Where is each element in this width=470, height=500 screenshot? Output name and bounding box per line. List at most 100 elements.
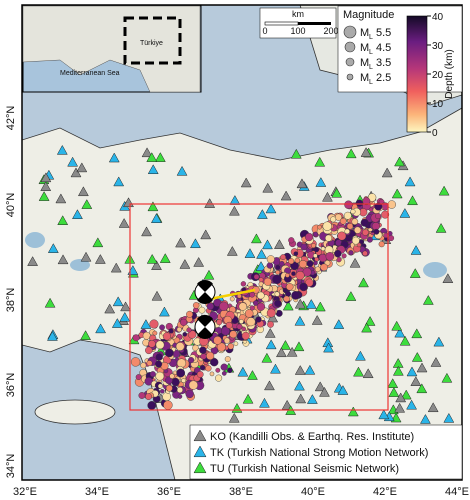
lat-label: 40°N	[5, 193, 17, 218]
station	[311, 314, 323, 325]
earthquake	[155, 340, 165, 350]
earthquake	[249, 305, 255, 311]
station	[349, 257, 361, 268]
station	[404, 176, 416, 187]
earthquake	[266, 262, 274, 269]
earthquake	[176, 386, 183, 394]
earthquake	[246, 317, 256, 327]
station	[304, 364, 316, 375]
earthquake	[285, 273, 290, 278]
station	[399, 335, 411, 346]
station	[47, 243, 59, 253]
earthquake	[169, 373, 175, 379]
station	[113, 176, 125, 187]
earthquake	[280, 254, 286, 260]
station	[261, 352, 273, 363]
earthquake	[176, 326, 182, 333]
station-code: TU	[210, 463, 225, 475]
magnitude-sub: L	[369, 34, 373, 41]
lon-label: 34°E	[85, 486, 109, 498]
lon-label: 40°E	[301, 486, 325, 498]
station	[322, 191, 333, 202]
station	[294, 380, 305, 391]
station	[141, 147, 153, 158]
station	[150, 213, 162, 223]
station	[146, 253, 158, 264]
earthquake	[182, 332, 188, 337]
earthquake	[138, 392, 146, 399]
station	[242, 393, 254, 404]
magnitude-sub: L	[369, 79, 373, 86]
earthquake	[152, 330, 158, 336]
station	[280, 339, 291, 350]
station	[147, 201, 159, 212]
earthquake	[343, 211, 352, 220]
earthquake	[146, 360, 153, 367]
station	[419, 413, 431, 424]
earthquake	[188, 380, 198, 390]
earthquake	[130, 357, 141, 367]
earthquake	[294, 257, 301, 264]
earthquake	[236, 323, 243, 330]
earthquake	[219, 301, 229, 311]
station	[151, 290, 163, 301]
station	[77, 186, 89, 197]
station	[345, 291, 357, 301]
station	[57, 215, 69, 225]
station	[237, 366, 249, 377]
station	[282, 300, 294, 311]
station	[427, 402, 439, 413]
earthquake	[314, 266, 321, 273]
earthquake	[165, 348, 174, 358]
station	[81, 199, 93, 209]
station-legend-entry: TU (Turkish National Seismic Network)	[210, 463, 399, 475]
station	[80, 251, 92, 262]
earthquake	[320, 246, 326, 252]
earthquake	[275, 270, 280, 275]
station	[154, 152, 166, 162]
scale-bar: km 0 100 200	[259, 7, 339, 39]
station	[46, 330, 58, 341]
study-region	[129, 203, 389, 411]
station	[119, 311, 131, 322]
earthquake	[241, 331, 250, 340]
earthquake	[351, 218, 359, 225]
station	[331, 187, 343, 198]
colorbar-label: Depth (km)	[444, 49, 455, 98]
earthquake	[317, 224, 322, 230]
earthquake	[275, 264, 281, 270]
earthquake	[180, 318, 188, 326]
earthquakes	[130, 193, 396, 410]
earthquake	[155, 371, 165, 381]
station-legend: KO (Kandilli Obs. & Earthq. Res. Institu…	[189, 424, 463, 480]
earthquake	[256, 302, 266, 311]
scale-tick: 200	[323, 26, 338, 36]
earthquake	[240, 281, 247, 287]
earthquake	[215, 374, 223, 382]
colorbar	[406, 15, 428, 133]
earthquake	[346, 223, 354, 230]
station	[270, 363, 281, 374]
earthquake	[163, 400, 173, 410]
station	[72, 209, 83, 219]
earthquake	[175, 342, 185, 351]
station	[392, 365, 404, 376]
station	[314, 301, 326, 312]
earthquake	[192, 302, 200, 309]
earthquake	[371, 222, 380, 231]
station	[441, 372, 453, 383]
station	[228, 205, 240, 216]
earthquake	[200, 353, 207, 360]
earthquake	[381, 210, 390, 219]
magnitude-symbol-text: M	[360, 42, 369, 54]
earthquake	[149, 371, 156, 378]
station	[38, 191, 50, 201]
earthquake	[299, 282, 308, 292]
earthquake	[360, 218, 369, 227]
earthquake	[341, 253, 347, 259]
earthquake	[253, 300, 259, 306]
station	[388, 387, 400, 397]
earthquake	[215, 367, 221, 373]
station	[294, 298, 306, 309]
station	[228, 412, 240, 423]
